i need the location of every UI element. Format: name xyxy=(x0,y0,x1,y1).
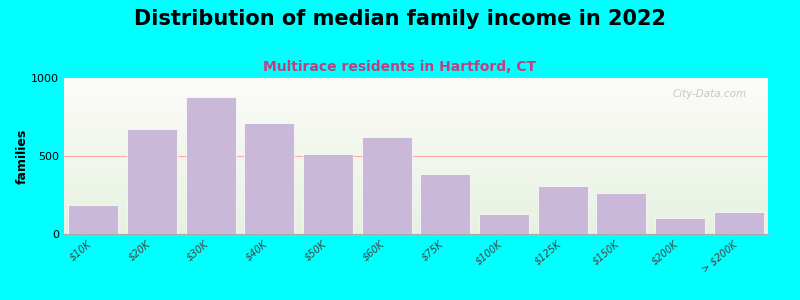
Bar xyxy=(303,154,353,234)
Bar xyxy=(421,174,470,234)
Text: City-Data.com: City-Data.com xyxy=(673,89,747,99)
Bar xyxy=(186,97,235,234)
Text: Distribution of median family income in 2022: Distribution of median family income in … xyxy=(134,9,666,29)
Bar xyxy=(127,130,177,234)
Bar xyxy=(714,212,763,234)
Bar xyxy=(362,137,411,234)
Y-axis label: families: families xyxy=(15,128,28,184)
Bar xyxy=(538,186,587,234)
Bar xyxy=(596,193,646,234)
Bar xyxy=(69,205,118,234)
Bar xyxy=(245,123,294,234)
Text: Multirace residents in Hartford, CT: Multirace residents in Hartford, CT xyxy=(263,60,537,74)
Bar xyxy=(655,218,705,234)
Bar xyxy=(479,214,529,234)
